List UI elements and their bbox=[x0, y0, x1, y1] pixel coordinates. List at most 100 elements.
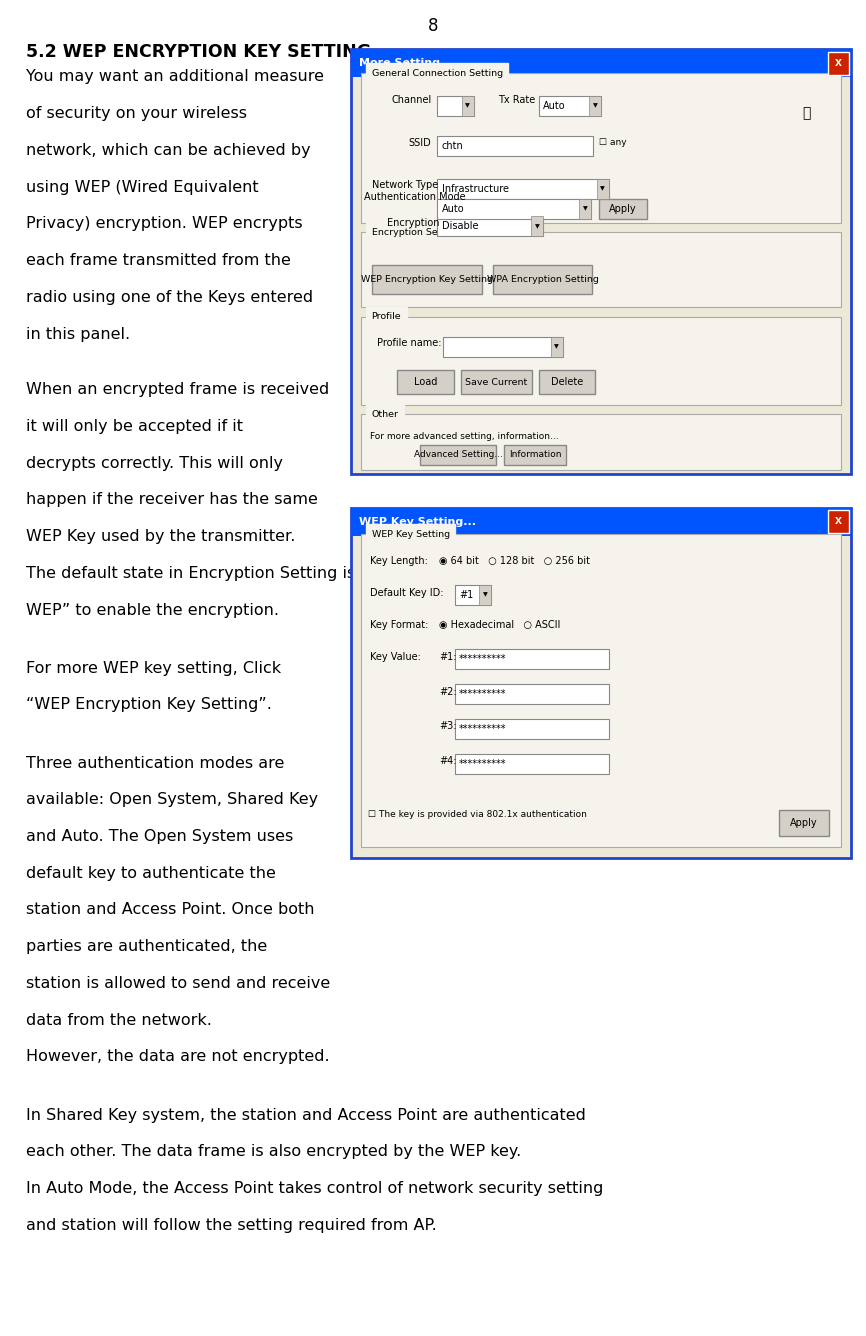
FancyBboxPatch shape bbox=[531, 216, 543, 236]
Text: #3:: #3: bbox=[439, 721, 456, 731]
Text: WEP” to enable the encryption.: WEP” to enable the encryption. bbox=[26, 603, 279, 617]
FancyBboxPatch shape bbox=[397, 370, 454, 394]
FancyBboxPatch shape bbox=[479, 585, 491, 605]
Text: decrypts correctly. This will only: decrypts correctly. This will only bbox=[26, 456, 283, 470]
FancyBboxPatch shape bbox=[539, 370, 595, 394]
FancyBboxPatch shape bbox=[455, 754, 609, 774]
FancyBboxPatch shape bbox=[461, 370, 532, 394]
Text: #4:: #4: bbox=[439, 756, 456, 766]
Text: WEP Key used by the transmitter.: WEP Key used by the transmitter. bbox=[26, 529, 295, 544]
FancyBboxPatch shape bbox=[462, 96, 474, 116]
FancyBboxPatch shape bbox=[351, 49, 851, 474]
Text: You may want an additional measure: You may want an additional measure bbox=[26, 69, 324, 84]
FancyBboxPatch shape bbox=[420, 445, 496, 465]
Text: Profile name:: Profile name: bbox=[377, 338, 441, 347]
Text: each other. The data frame is also encrypted by the WEP key.: each other. The data frame is also encry… bbox=[26, 1144, 521, 1160]
Text: default key to authenticate the: default key to authenticate the bbox=[26, 866, 276, 880]
Text: ◉ Hexadecimal   ○ ASCII: ◉ Hexadecimal ○ ASCII bbox=[439, 620, 560, 629]
Text: **********: ********** bbox=[459, 759, 507, 768]
Text: #1:: #1: bbox=[439, 652, 456, 661]
Text: When an encrypted frame is received: When an encrypted frame is received bbox=[26, 382, 329, 397]
Text: X: X bbox=[835, 517, 842, 526]
Text: using WEP (Wired Equivalent: using WEP (Wired Equivalent bbox=[26, 179, 259, 195]
Text: WEP Encryption Key Setting: WEP Encryption Key Setting bbox=[361, 275, 493, 283]
Text: and Auto. The Open System uses: and Auto. The Open System uses bbox=[26, 828, 294, 844]
Text: it will only be accepted if it: it will only be accepted if it bbox=[26, 420, 243, 434]
Text: Authentication Mode: Authentication Mode bbox=[364, 192, 465, 202]
Text: radio using one of the Keys entered: radio using one of the Keys entered bbox=[26, 290, 313, 305]
FancyBboxPatch shape bbox=[351, 508, 851, 536]
Text: each frame transmitted from the: each frame transmitted from the bbox=[26, 254, 291, 269]
FancyBboxPatch shape bbox=[589, 96, 601, 116]
FancyBboxPatch shape bbox=[455, 585, 491, 605]
Text: For more WEP key setting, Click: For more WEP key setting, Click bbox=[26, 661, 281, 676]
FancyBboxPatch shape bbox=[579, 199, 591, 219]
Text: Delete: Delete bbox=[551, 377, 583, 387]
Text: Network Type: Network Type bbox=[372, 180, 438, 190]
FancyBboxPatch shape bbox=[828, 510, 849, 533]
Text: ◉ 64 bit   ○ 128 bit   ○ 256 bit: ◉ 64 bit ○ 128 bit ○ 256 bit bbox=[439, 556, 590, 565]
Text: station and Access Point. Once both: station and Access Point. Once both bbox=[26, 903, 314, 918]
Text: ▼: ▼ bbox=[600, 187, 605, 191]
Text: Apply: Apply bbox=[610, 204, 637, 214]
Text: available: Open System, Shared Key: available: Open System, Shared Key bbox=[26, 792, 318, 807]
Text: chtn: chtn bbox=[442, 142, 463, 151]
FancyBboxPatch shape bbox=[443, 337, 563, 357]
FancyBboxPatch shape bbox=[828, 52, 849, 75]
Text: Channel: Channel bbox=[391, 95, 431, 104]
FancyBboxPatch shape bbox=[779, 810, 829, 836]
Text: **********: ********** bbox=[459, 655, 507, 664]
Text: SSID: SSID bbox=[409, 138, 431, 147]
Text: ▼: ▼ bbox=[554, 345, 559, 349]
Text: and station will follow the setting required from AP.: and station will follow the setting requ… bbox=[26, 1218, 436, 1233]
Text: Infrastructure: Infrastructure bbox=[442, 184, 508, 194]
FancyBboxPatch shape bbox=[493, 265, 592, 294]
Text: Default Key ID:: Default Key ID: bbox=[370, 588, 443, 597]
FancyBboxPatch shape bbox=[351, 49, 851, 77]
FancyBboxPatch shape bbox=[551, 337, 563, 357]
Text: Load: Load bbox=[414, 377, 437, 387]
Text: Disable: Disable bbox=[442, 222, 478, 231]
Text: Tx Rate: Tx Rate bbox=[498, 95, 535, 104]
Text: Privacy) encryption. WEP encrypts: Privacy) encryption. WEP encrypts bbox=[26, 216, 302, 231]
FancyBboxPatch shape bbox=[361, 73, 841, 223]
Text: parties are authenticated, the: parties are authenticated, the bbox=[26, 939, 268, 954]
FancyBboxPatch shape bbox=[361, 534, 841, 847]
FancyBboxPatch shape bbox=[504, 445, 566, 465]
Text: Save Current: Save Current bbox=[465, 378, 527, 386]
Text: Information: Information bbox=[509, 450, 561, 460]
FancyBboxPatch shape bbox=[599, 199, 647, 219]
Text: Profile: Profile bbox=[372, 313, 401, 321]
FancyBboxPatch shape bbox=[351, 508, 851, 858]
Text: For more advanced setting, information...: For more advanced setting, information..… bbox=[370, 432, 559, 441]
FancyBboxPatch shape bbox=[597, 179, 609, 199]
Text: station is allowed to send and receive: station is allowed to send and receive bbox=[26, 975, 330, 991]
Text: However, the data are not encrypted.: However, the data are not encrypted. bbox=[26, 1050, 330, 1065]
Text: ▼: ▼ bbox=[465, 104, 470, 108]
Text: ▼: ▼ bbox=[592, 104, 598, 108]
FancyBboxPatch shape bbox=[361, 414, 841, 470]
Text: ▼: ▼ bbox=[482, 593, 488, 597]
FancyBboxPatch shape bbox=[437, 179, 609, 199]
Text: 📶: 📶 bbox=[802, 107, 811, 120]
Text: ▼: ▼ bbox=[583, 207, 588, 211]
Text: WEP Key Setting: WEP Key Setting bbox=[372, 530, 449, 538]
Text: 5.2 WEP ENCRYPTION KEY SETTING: 5.2 WEP ENCRYPTION KEY SETTING bbox=[26, 43, 372, 60]
Text: ☐ any: ☐ any bbox=[599, 138, 627, 147]
Text: #1: #1 bbox=[459, 591, 473, 600]
Text: X: X bbox=[835, 59, 842, 68]
Text: Three authentication modes are: Three authentication modes are bbox=[26, 756, 284, 771]
Text: In Shared Key system, the station and Access Point are authenticated: In Shared Key system, the station and Ac… bbox=[26, 1108, 586, 1122]
Text: Apply: Apply bbox=[790, 818, 818, 828]
Text: ☐ The key is provided via 802.1x authentication: ☐ The key is provided via 802.1x authent… bbox=[368, 810, 587, 819]
FancyBboxPatch shape bbox=[361, 317, 841, 405]
FancyBboxPatch shape bbox=[455, 684, 609, 704]
Text: General Connection Setting: General Connection Setting bbox=[372, 69, 502, 77]
Text: in this panel.: in this panel. bbox=[26, 326, 130, 342]
Text: ▼: ▼ bbox=[534, 224, 540, 228]
Text: Encryption: Encryption bbox=[387, 218, 440, 227]
Text: data from the network.: data from the network. bbox=[26, 1013, 212, 1027]
Text: Key Format:: Key Format: bbox=[370, 620, 428, 629]
Text: happen if the receiver has the same: happen if the receiver has the same bbox=[26, 492, 318, 508]
Text: 8: 8 bbox=[428, 17, 438, 35]
